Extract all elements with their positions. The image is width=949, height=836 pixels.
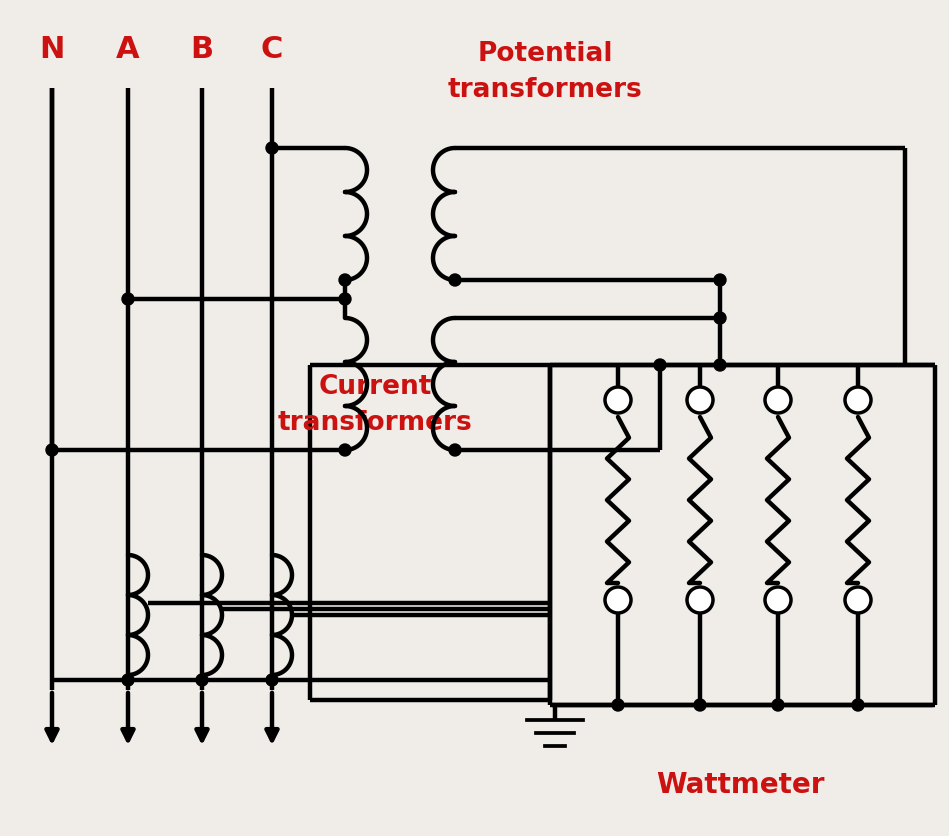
Circle shape xyxy=(772,699,784,711)
Text: C: C xyxy=(261,35,283,64)
Circle shape xyxy=(765,587,791,613)
Circle shape xyxy=(694,699,706,711)
Circle shape xyxy=(687,587,713,613)
Circle shape xyxy=(339,293,351,305)
Text: N: N xyxy=(39,35,65,64)
Circle shape xyxy=(765,387,791,413)
Circle shape xyxy=(122,674,134,686)
Text: B: B xyxy=(191,35,214,64)
Circle shape xyxy=(687,387,713,413)
Circle shape xyxy=(46,444,58,456)
Circle shape xyxy=(449,274,461,286)
Circle shape xyxy=(266,142,278,154)
Circle shape xyxy=(714,359,726,371)
Circle shape xyxy=(852,699,864,711)
Circle shape xyxy=(339,444,351,456)
Circle shape xyxy=(714,312,726,324)
Circle shape xyxy=(605,587,631,613)
Circle shape xyxy=(845,587,871,613)
Text: Potential
transformers: Potential transformers xyxy=(448,41,642,103)
Circle shape xyxy=(339,274,351,286)
Circle shape xyxy=(196,674,208,686)
Circle shape xyxy=(449,444,461,456)
Circle shape xyxy=(845,387,871,413)
Circle shape xyxy=(612,699,624,711)
Circle shape xyxy=(654,359,666,371)
Text: Wattmeter: Wattmeter xyxy=(656,771,825,799)
Circle shape xyxy=(605,387,631,413)
Circle shape xyxy=(122,293,134,305)
Text: A: A xyxy=(116,35,140,64)
Text: Current
transformers: Current transformers xyxy=(278,374,473,436)
Circle shape xyxy=(266,674,278,686)
Circle shape xyxy=(714,274,726,286)
